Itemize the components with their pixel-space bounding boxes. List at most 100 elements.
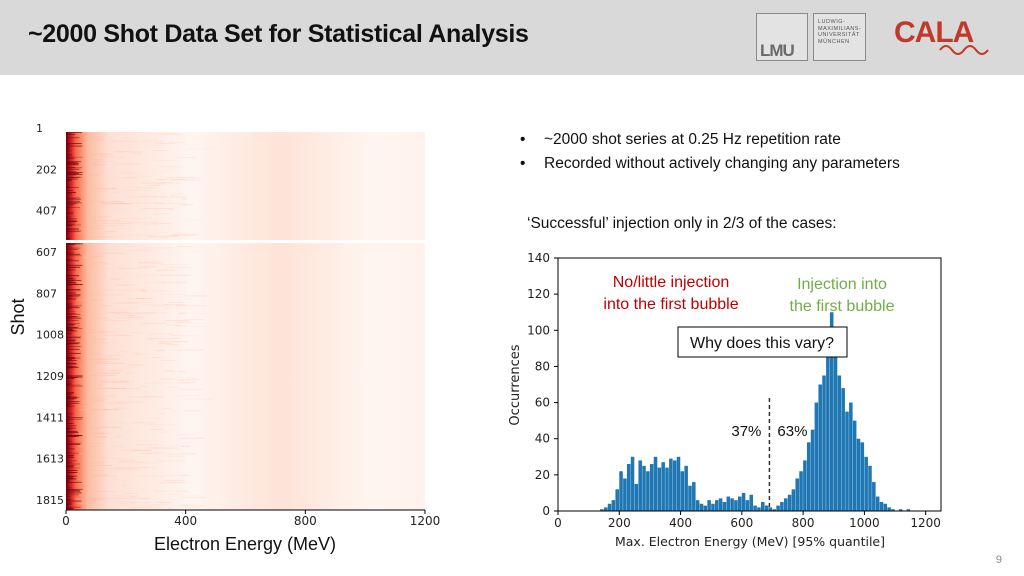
heatmap-y-label: Shot: [8, 298, 28, 335]
histogram-x-tick-label: 600: [730, 516, 753, 530]
histogram-bar: [837, 375, 842, 511]
right-annotation-line2: the first bubble: [790, 298, 895, 315]
histogram-bar: [787, 494, 792, 511]
histogram-bar: [676, 456, 681, 511]
lmu-logo-text-box: LUDWIG- MAXIMILIANS- UNIVERSITÄT MÜNCHEN: [813, 13, 866, 61]
bullet-list: ~2000 shot series at 0.25 Hz repetition …: [520, 128, 900, 176]
histogram-bar: [619, 471, 623, 511]
histogram-bar: [833, 339, 838, 511]
histogram-bar: [814, 402, 819, 511]
histogram-bar: [803, 460, 807, 511]
histogram-bar: [776, 505, 780, 511]
histogram-bar: [661, 462, 665, 511]
heatmap-x-tick-label: 800: [294, 514, 317, 528]
histogram-bar: [906, 509, 911, 511]
histogram-bar: [864, 456, 868, 511]
histogram-bar: [749, 494, 754, 511]
histogram-bar: [856, 438, 861, 511]
histogram-bar: [883, 503, 888, 511]
histogram-bar: [772, 509, 777, 511]
heatmap-y-tick-label: 1411: [36, 411, 64, 424]
histogram-bar: [653, 456, 658, 511]
histogram-bar: [638, 460, 642, 511]
histogram-bar: [868, 465, 872, 511]
histogram-bar: [757, 507, 761, 511]
histogram-x-label: Max. Electron Energy (MeV) [95% quantile…: [615, 534, 885, 549]
histogram-bar: [699, 503, 704, 511]
histogram-y-tick-label: 40: [535, 432, 550, 446]
histogram-bar: [718, 498, 723, 511]
histogram-bar: [669, 458, 673, 511]
histogram-bar: [642, 465, 646, 511]
heatmap-y-tick-label: 1209: [36, 370, 64, 383]
histogram-bar: [680, 471, 685, 511]
histogram-bar: [626, 464, 631, 511]
histogram-bar: [695, 500, 700, 511]
histogram-bar: [741, 492, 746, 511]
heatmap-y-tick-label: 807: [36, 287, 57, 300]
left-percent: 37%: [731, 423, 761, 440]
heatmap-y-tick-label: 607: [36, 246, 57, 259]
heatmap-x-tick-label: 400: [174, 514, 197, 528]
histogram-bar: [826, 348, 830, 511]
cala-logo: CALA: [888, 14, 998, 62]
histogram-bar: [780, 501, 784, 511]
histogram-bar: [841, 388, 845, 511]
histogram-bar: [672, 460, 677, 511]
histogram-bar: [692, 482, 696, 511]
histogram-bar: [887, 507, 891, 511]
histogram-bars: [600, 312, 911, 511]
histogram-y-tick-label: 120: [527, 287, 550, 301]
heatmap-y-tick-label: 407: [36, 205, 57, 218]
lmu-logo-mark-box: LMU: [756, 13, 808, 61]
histogram-bar: [711, 503, 715, 511]
histogram-bar: [791, 489, 796, 511]
histogram-y-tick-label: 0: [542, 504, 550, 518]
histogram-bar: [806, 442, 811, 511]
histogram-bar: [879, 501, 884, 511]
histogram-bar: [795, 478, 799, 511]
slide-header: ~2000 Shot Data Set for Statistical Anal…: [0, 0, 1024, 75]
histogram-bar: [768, 507, 773, 511]
histogram-bar: [738, 496, 742, 511]
histogram-bar: [845, 411, 849, 511]
histogram-bar: [646, 471, 650, 511]
histogram-frame: [557, 257, 942, 512]
histogram-bar: [611, 500, 616, 511]
histogram-x-tick-label: 1200: [910, 516, 941, 530]
lmu-logo-text: LUDWIG- MAXIMILIANS- UNIVERSITÄT MÜNCHEN: [818, 19, 862, 45]
lmu-logo: LMU LUDWIG- MAXIMILIANS- UNIVERSITÄT MÜN…: [756, 13, 866, 61]
histogram-bar: [630, 456, 635, 511]
cala-logo-text: CALA: [894, 16, 974, 49]
histogram-bar: [822, 375, 826, 511]
histogram-bar: [783, 498, 788, 511]
heatmap-texture: [66, 132, 215, 511]
histogram-bar: [810, 429, 815, 511]
histogram-bar: [603, 507, 608, 511]
histogram-y-label: Occurrences: [508, 344, 523, 425]
bullet-item: ~2000 shot series at 0.25 Hz repetition …: [520, 128, 900, 152]
slide-title: ~2000 Shot Data Set for Statistical Anal…: [28, 20, 529, 48]
histogram-bar: [829, 312, 834, 511]
histogram-y-tick-label: 140: [527, 251, 550, 265]
histogram-bar: [753, 505, 757, 511]
histogram-bar: [860, 442, 865, 511]
histogram-x-tick-label: 400: [669, 516, 692, 530]
histogram-bar: [703, 505, 708, 511]
heatmap-base: [66, 132, 425, 510]
histogram-bar: [872, 482, 876, 511]
histogram-bar: [684, 465, 688, 511]
histogram-bar: [764, 505, 769, 511]
histogram-bar: [707, 500, 711, 511]
histogram-x-tick-label: 800: [792, 516, 815, 530]
histogram-bar: [634, 483, 639, 511]
histogram-bar: [615, 489, 619, 511]
histogram-bar: [665, 467, 669, 511]
histogram-bar: [745, 500, 750, 511]
heatmap-y-tick-label: 1: [36, 122, 43, 135]
heatmap-y-tick-label: 1008: [36, 329, 64, 342]
heatmap-x-tick-label: 0: [62, 514, 70, 528]
injection-note: ‘Successful’ injection only in 2/3 of th…: [527, 215, 837, 232]
